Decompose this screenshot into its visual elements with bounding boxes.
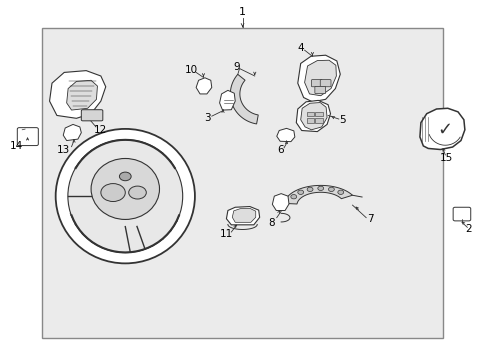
- Bar: [307, 112, 314, 116]
- Bar: [307, 118, 314, 123]
- Bar: [42, 28, 443, 338]
- Text: 8: 8: [268, 218, 275, 228]
- Polygon shape: [284, 185, 352, 204]
- Text: 4: 4: [298, 43, 304, 53]
- Bar: [316, 112, 323, 116]
- FancyBboxPatch shape: [315, 86, 326, 94]
- Text: 10: 10: [185, 65, 198, 75]
- FancyBboxPatch shape: [312, 80, 322, 87]
- Ellipse shape: [91, 158, 159, 220]
- Polygon shape: [230, 74, 258, 124]
- Polygon shape: [277, 129, 295, 141]
- Text: 6: 6: [277, 145, 284, 155]
- Polygon shape: [420, 108, 465, 149]
- Circle shape: [318, 186, 324, 190]
- Circle shape: [298, 190, 304, 194]
- Circle shape: [291, 194, 296, 199]
- FancyBboxPatch shape: [453, 207, 471, 221]
- Text: 7: 7: [367, 215, 373, 224]
- Text: 13: 13: [57, 144, 70, 154]
- Polygon shape: [272, 194, 289, 211]
- Text: 14: 14: [10, 141, 24, 151]
- Polygon shape: [232, 208, 256, 222]
- Text: ✓: ✓: [438, 121, 453, 139]
- Text: 15: 15: [440, 153, 453, 163]
- Ellipse shape: [68, 140, 183, 253]
- Bar: [316, 118, 323, 123]
- Polygon shape: [298, 55, 340, 102]
- Polygon shape: [220, 90, 235, 110]
- Polygon shape: [226, 207, 260, 225]
- Text: 2: 2: [466, 225, 472, 234]
- Polygon shape: [301, 103, 327, 130]
- Polygon shape: [49, 71, 106, 118]
- Text: 12: 12: [94, 125, 107, 135]
- Text: 9: 9: [233, 62, 240, 72]
- Circle shape: [307, 187, 313, 192]
- FancyBboxPatch shape: [17, 128, 38, 145]
- Ellipse shape: [56, 129, 195, 264]
- Polygon shape: [196, 78, 212, 94]
- Polygon shape: [67, 80, 98, 110]
- FancyBboxPatch shape: [81, 110, 103, 121]
- Polygon shape: [63, 125, 81, 140]
- Text: 11: 11: [220, 229, 233, 239]
- Circle shape: [338, 190, 343, 194]
- Circle shape: [129, 186, 147, 199]
- Circle shape: [120, 172, 131, 181]
- Text: 3: 3: [204, 113, 211, 123]
- Polygon shape: [296, 100, 331, 132]
- Circle shape: [328, 187, 334, 192]
- FancyBboxPatch shape: [320, 80, 331, 87]
- Text: 1: 1: [239, 7, 246, 17]
- Text: 5: 5: [340, 116, 346, 126]
- Circle shape: [101, 184, 125, 202]
- Polygon shape: [305, 60, 336, 96]
